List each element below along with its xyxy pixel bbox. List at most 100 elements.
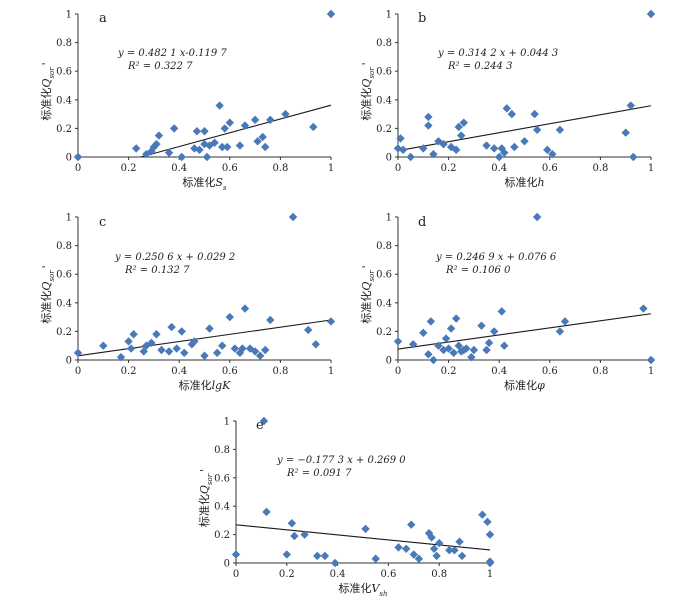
data-point [361,524,370,534]
y-tick-label: 0.4 [376,298,392,309]
y-axis-label: 标准化Qsor' [39,265,56,323]
x-tick-label: 0.2 [121,163,137,174]
data-point [502,104,511,113]
x-tick-label: 0.8 [431,569,447,580]
x-tick-label: 1 [487,569,493,580]
data-point [530,109,539,119]
data-point [282,550,291,559]
data-point [495,152,504,162]
x-tick-label: 0.8 [592,163,608,174]
data-point [446,324,456,333]
data-point [484,338,494,348]
y-tick-label: 0.6 [376,67,392,78]
r-squared: R² = 0.132 7 [124,265,190,276]
x-tick-label: 1 [648,163,654,174]
data-point [73,348,83,358]
trend-line [77,319,332,357]
data-point [485,530,495,539]
data-point [424,528,434,538]
data-point [429,544,439,553]
x-tick-label: 0 [75,366,81,377]
x-tick-label: 0 [395,366,401,377]
data-point [459,118,468,127]
x-tick-label: 1 [648,366,654,377]
y-tick-label: 0.8 [214,445,230,456]
x-axis-label: 标准化Ss [182,175,227,192]
data-point [419,144,428,153]
regression-equation: y = 0.482 1 x-0.119 7 [117,48,227,59]
data-point [192,127,202,136]
data-point [220,124,229,133]
data-point [451,145,461,155]
data-point [407,520,416,529]
data-point [393,337,403,346]
data-point [281,109,290,119]
x-tick-label: 0 [395,163,401,174]
data-point [444,344,453,353]
data-point [266,115,275,125]
y-tick-label: 0.6 [214,473,230,484]
x-tick-label: 0.8 [272,366,288,377]
data-point [250,115,260,125]
trend-line [140,104,332,158]
data-point [489,144,499,153]
panel-letter: b [418,11,426,26]
y-tick-label: 0.6 [56,67,72,78]
data-point [457,551,467,561]
data-point [371,554,380,563]
data-point [434,341,443,350]
data-point [419,328,428,338]
x-tick-label: 0.4 [491,163,507,174]
data-point [424,350,433,359]
data-point [414,554,424,563]
data-point [406,152,415,162]
data-point [435,538,444,548]
x-tick-label: 1 [328,366,334,377]
chart-panel-c: 0 0.2 0.4 0.6 0.8 1 0 0.2 0.4 0.6 0.8 1 c y = 0.250 6… [39,213,336,392]
data-point [320,551,330,561]
data-point [167,322,176,332]
data-point [240,121,250,130]
y-tick-label: 0.2 [56,124,72,135]
data-point [152,139,161,149]
y-tick-label: 0.2 [376,327,392,338]
data-point [164,148,174,157]
data-point [177,327,186,336]
data-point [190,337,199,346]
data-point [212,348,222,358]
data-point [73,152,83,162]
panel-letter: e [256,418,264,433]
regression-equation: y = 0.250 6 x + 0.029 2 [114,252,235,263]
data-point [427,533,436,542]
data-point [262,507,271,517]
data-point [309,122,318,132]
data-point [259,416,269,426]
data-point [429,355,438,365]
data-point [398,145,408,155]
trend-line [235,524,491,551]
x-tick-label: 0 [75,163,81,174]
x-tick-label: 0.6 [380,569,396,580]
data-point [454,122,463,132]
data-point [157,345,166,355]
x-tick-label: 0.2 [441,163,457,174]
chart-panel-e: 0 0.2 0.4 0.6 0.8 1 0 0.2 0.4 0.6 0.8 1 e y = −0.177 … [197,416,495,598]
y-tick-label: 0.2 [376,124,392,135]
data-point [139,347,148,356]
x-tick-label: 0.4 [330,569,346,580]
data-point [240,304,250,313]
data-point [258,132,267,142]
data-point [142,341,151,350]
y-tick-label: 0.2 [214,530,230,541]
data-point [177,152,186,162]
data-point [218,341,227,350]
x-tick-label: 0.4 [171,366,187,377]
x-tick-label: 0.2 [121,366,137,377]
y-tick-label: 0.4 [214,502,230,513]
data-point [313,551,322,561]
data-point [253,137,262,146]
data-point [485,558,495,568]
data-point [500,148,509,157]
data-point [532,125,542,135]
data-point [543,145,552,155]
